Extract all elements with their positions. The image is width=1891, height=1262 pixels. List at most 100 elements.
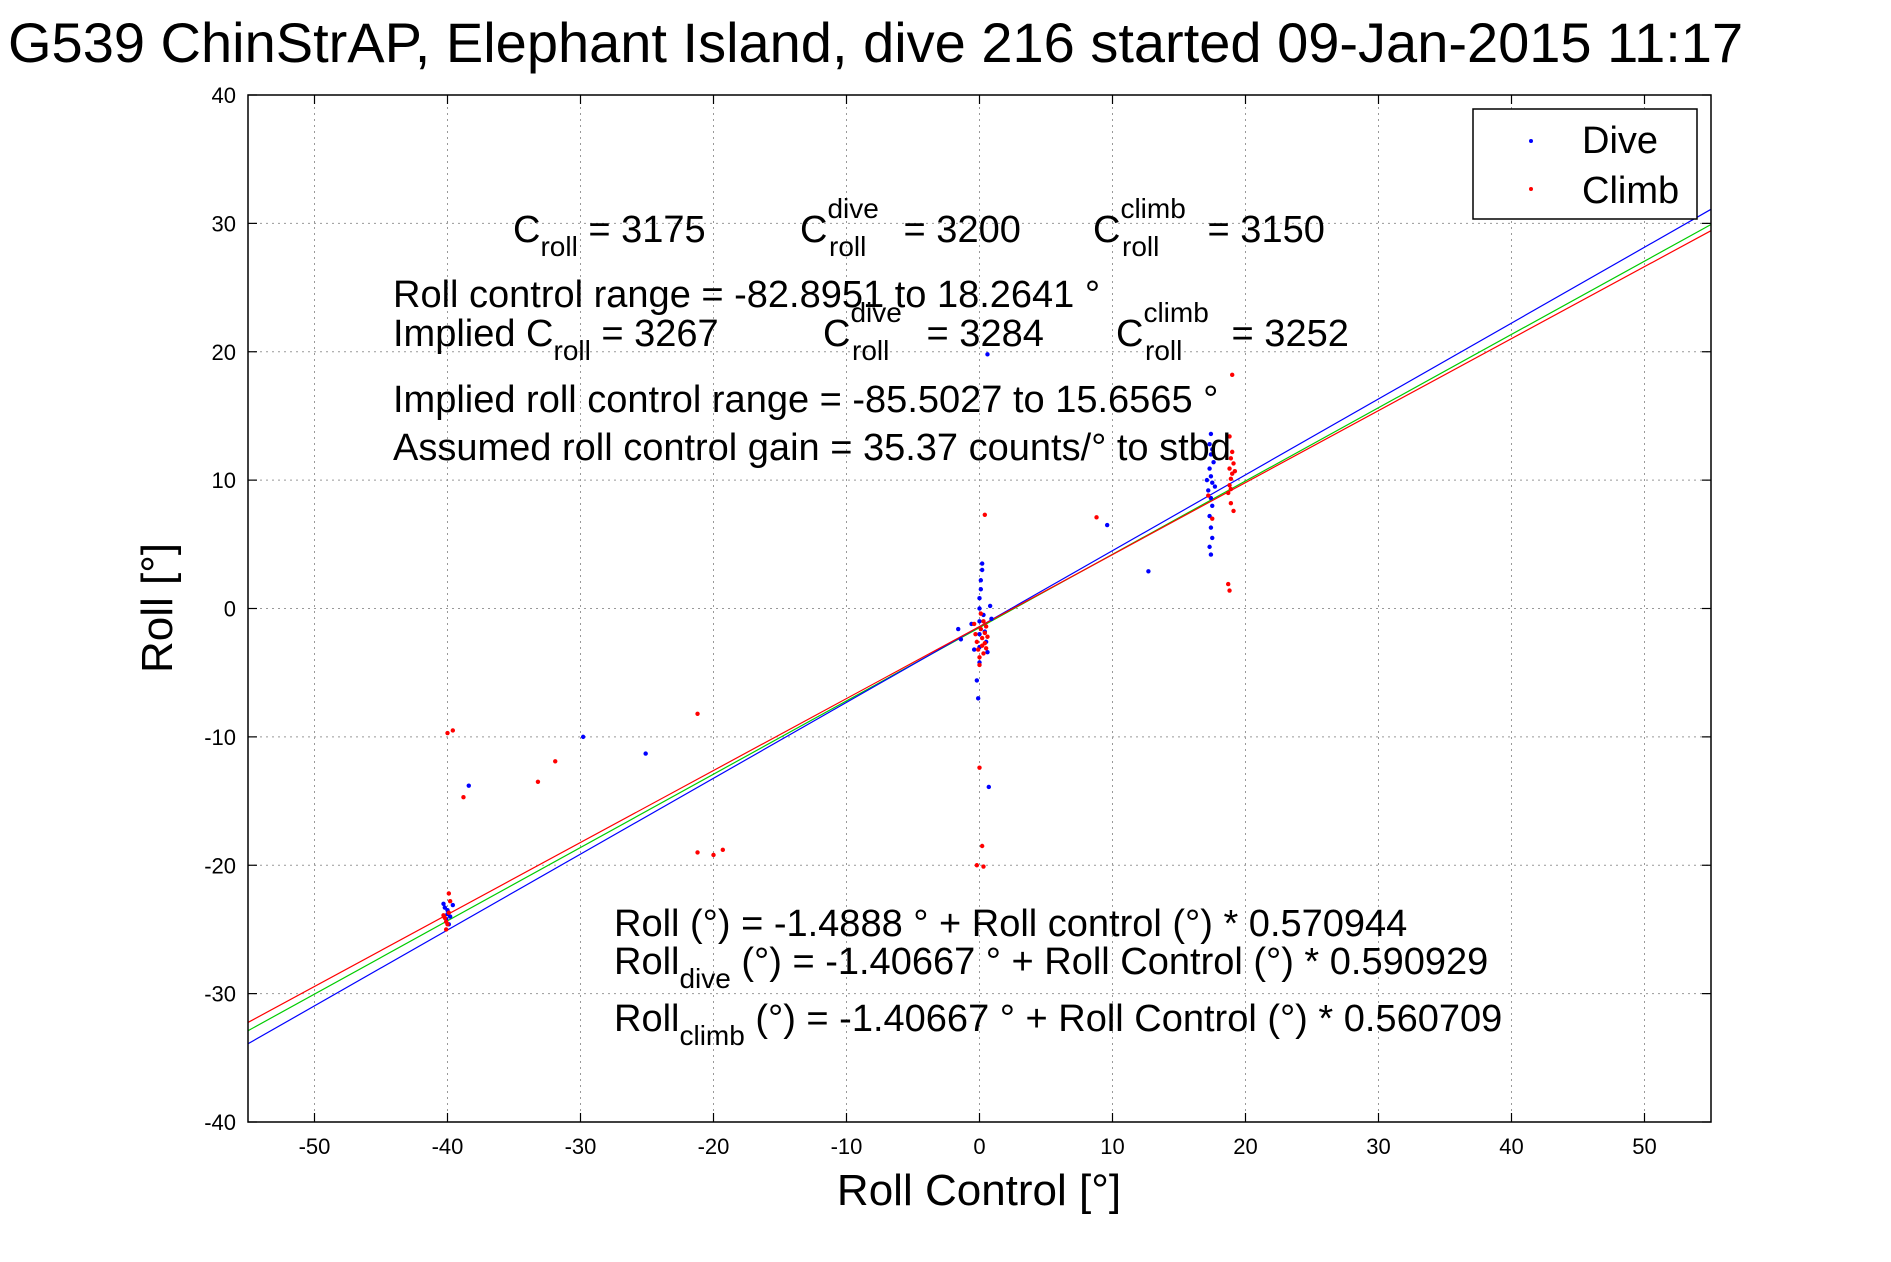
dive-point [1207,441,1212,447]
climb-point [1210,516,1215,521]
dive-point [1146,569,1151,574]
climb-point [982,630,988,636]
legend-climb-marker [1529,187,1533,191]
climb-point [1227,434,1232,439]
climb-point [1231,508,1236,514]
climb-point [977,662,982,668]
annotation-implied-sub: roll [554,335,591,366]
data-points [441,352,1238,932]
annotation-implied-c-roll: Implied Croll = 3267 [393,313,719,366]
annotation-c-roll-dive: Cdive roll = 3200 [800,193,1021,262]
annotation-eq-climb-sub: climb [679,1020,744,1051]
annotation-c-roll-climb-sub: roll [1122,231,1159,262]
annotation-implied-prefix: Implied C [393,313,554,355]
annotation-eq-dive-rest: (°) = -1.40667 ° + Roll Control (°) * 0.… [731,941,1488,983]
dive-point [987,603,993,609]
climb-point [695,711,700,716]
annotation-roll-control-range: Roll control range = -82.8951 to 18.2641… [393,274,1100,316]
climb-point [450,728,456,733]
annotation-c-roll-climb: Cclimb roll = 3150 [1093,193,1325,262]
x-tick-label: 40 [1499,1134,1523,1159]
climb-point [1206,493,1211,498]
climb-point [1228,501,1234,506]
legend-climb-label: Climb [1582,170,1679,212]
dive-point [977,619,982,624]
annotation-assumed-gain: Assumed roll control gain = 35.37 counts… [393,427,1231,469]
dive-point [977,606,982,611]
dive-point [466,783,471,788]
annotation-implied-dive-label: C [823,313,850,355]
annotation-implied-climb-sup: climb [1143,297,1208,328]
y-tick-label: -20 [204,853,236,878]
x-tick-label: -50 [299,1134,331,1159]
climb-point [1226,490,1231,496]
dive-point [989,616,994,621]
fit-line [247,230,1712,1023]
y-tick-label: 40 [212,83,236,108]
x-tick-label: 0 [973,1134,985,1159]
climb-point [1228,476,1234,482]
y-tick-label: 20 [212,340,236,365]
dive-point [1204,477,1210,483]
x-tick-label: 10 [1100,1134,1124,1159]
climb-point [971,621,977,627]
dive-point [441,901,446,906]
x-tick-label: -10 [831,1134,863,1159]
dive-point [1104,522,1110,528]
climb-point [981,651,986,656]
annotation-c-roll: Croll = 3175 [513,209,706,262]
climb-point [1232,468,1238,474]
dive-point [1208,552,1214,557]
annotation-c-roll-dive-sup: dive [827,193,878,224]
dive-point [447,914,453,919]
climb-point [985,634,990,639]
dive-point [956,626,961,632]
climb-point [982,512,988,517]
x-axis-label: Roll Control [°] [837,1166,1121,1215]
x-tick-label: 20 [1233,1134,1257,1159]
dive-point [977,596,982,601]
dive-point [979,561,985,566]
climb-point [461,795,466,800]
legend: Dive Climb [1472,108,1698,220]
climb-point [974,863,980,868]
y-ticks: -40 -30 -20 -10 0 10 20 30 40 [204,83,1711,1135]
annotation-eq-climb-prefix: Roll [614,998,679,1040]
plot-area: -50 -40 -30 -20 -10 0 10 20 30 40 50 -40 -30 -20 -10 0… [204,83,1712,1159]
climb-point [553,759,558,764]
annotation-c-roll-dive-value: = 3200 [893,209,1021,251]
dive-point [580,734,586,740]
annotation-implied-dive-sub: roll [852,335,889,366]
dive-point [1210,480,1215,485]
climb-point [979,843,985,849]
annotation-c-roll-climb-sup: climb [1120,193,1185,224]
climb-point [981,864,986,869]
x-ticks: -50 -40 -30 -20 -10 0 10 20 30 40 50 [299,95,1657,1159]
annotation-c-roll-climb-label: C [1093,209,1120,251]
climb-point [1230,372,1235,378]
dive-point [986,784,992,790]
annotation-implied-climb-label: C [1116,313,1143,355]
dive-point [974,678,980,683]
dive-point [1211,459,1216,465]
annotation-eq-dive: Rolldive (°) = -1.40667 ° + Roll Control… [614,941,1488,994]
dive-point [975,696,981,701]
climb-point [983,624,989,629]
dive-point [1208,431,1214,437]
dive-point [1207,544,1212,550]
y-axis-label: Roll [°] [133,543,182,673]
y-tick-label: -30 [204,982,236,1007]
dive-point [1210,447,1215,452]
dive-point [979,567,985,573]
dive-point [1208,474,1214,479]
annotation-c-roll-climb-value: = 3150 [1197,209,1325,251]
climb-point [720,847,726,853]
annotation-implied-climb-value: = 3252 [1221,313,1349,355]
dive-point [985,649,990,655]
climb-point [981,619,986,624]
climb-point [982,640,988,646]
climb-point [443,919,449,924]
climb-point [1228,486,1234,492]
climb-point [1228,456,1234,461]
